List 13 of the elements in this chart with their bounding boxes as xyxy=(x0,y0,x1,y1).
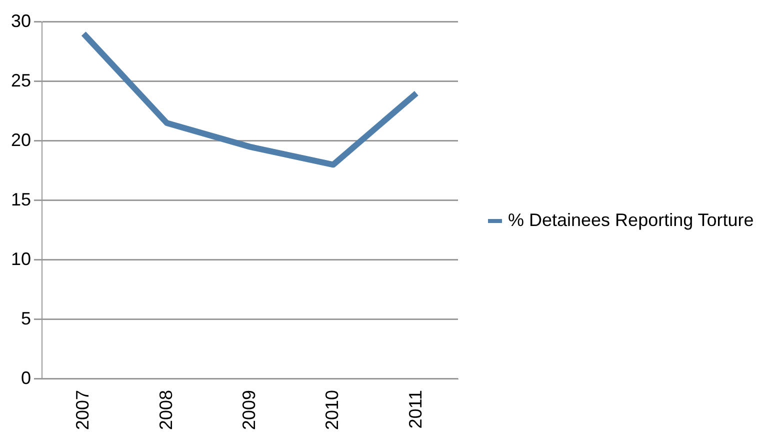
x-tick-label: 2009 xyxy=(238,390,259,430)
x-tick-label: 2010 xyxy=(322,390,342,430)
y-tick-label: 20 xyxy=(10,130,32,150)
y-tick-label: 30 xyxy=(10,10,32,31)
x-tick-label: 2008 xyxy=(156,390,176,430)
x-tick-label: 2007 xyxy=(72,390,93,430)
x-tick-label: 2011 xyxy=(405,390,426,429)
y-tick-label: 25 xyxy=(10,70,32,90)
y-tick-label: 5 xyxy=(21,308,32,328)
legend-label: % Detainees Reporting Torture xyxy=(508,210,754,231)
y-tick-label: 10 xyxy=(10,248,32,269)
y-tick-label: 15 xyxy=(10,189,32,210)
y-tick-label: 0 xyxy=(21,368,32,388)
